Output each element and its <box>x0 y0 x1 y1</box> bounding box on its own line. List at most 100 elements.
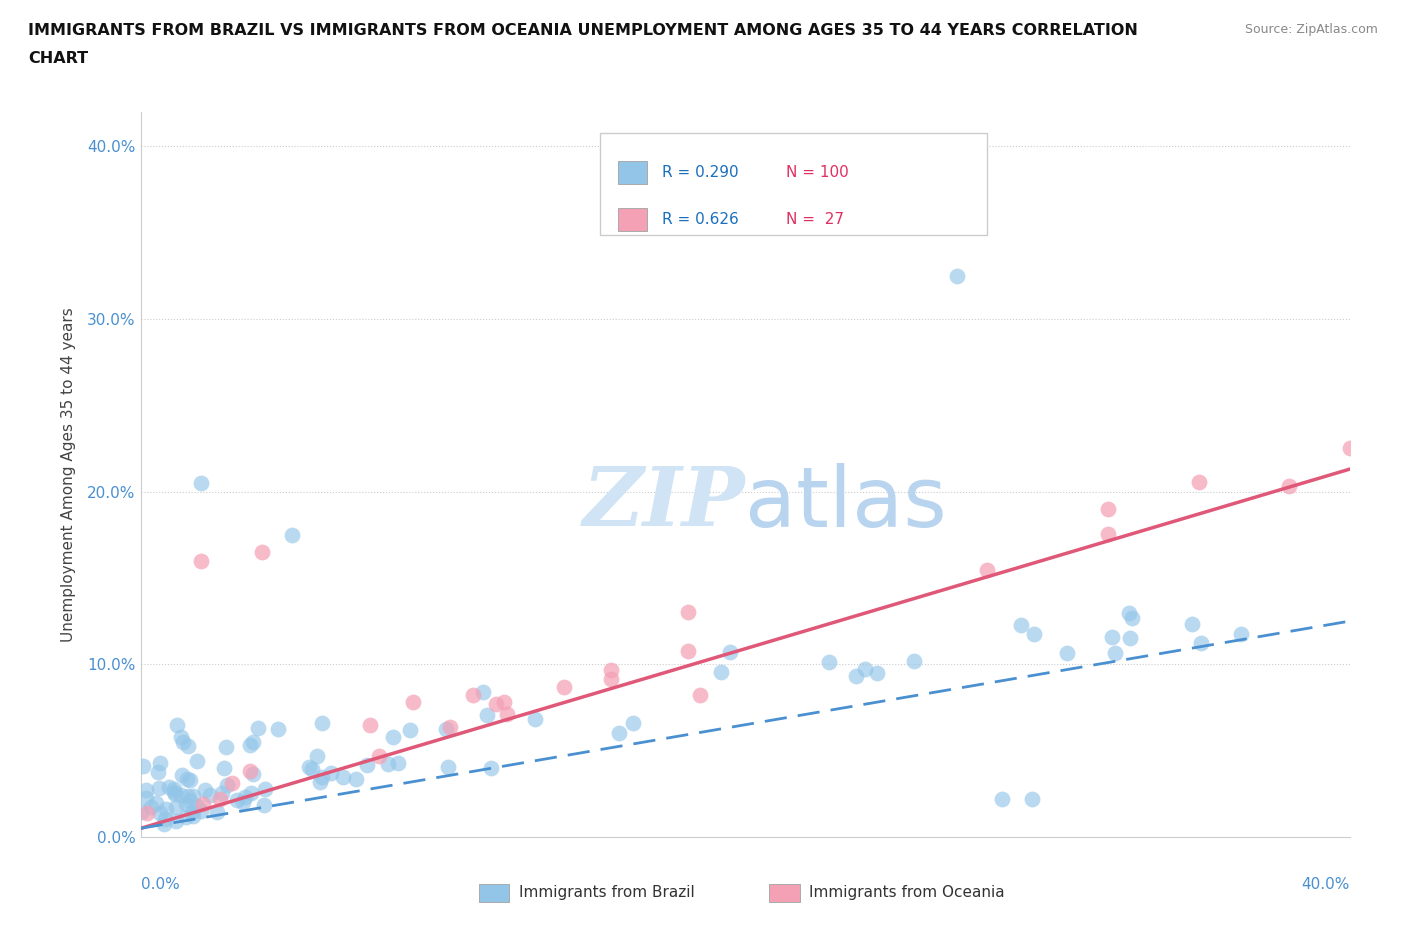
Point <box>166 717 188 732</box>
Point <box>153 811 176 826</box>
Point <box>1121 610 1143 625</box>
Point <box>239 737 262 752</box>
Text: R = 0.626: R = 0.626 <box>662 212 738 227</box>
Point <box>494 695 516 710</box>
Point <box>186 753 208 768</box>
Text: CHART: CHART <box>28 51 89 66</box>
Point <box>186 799 208 814</box>
Point <box>190 804 212 818</box>
Point <box>387 755 409 770</box>
Point <box>382 729 405 744</box>
Point <box>240 785 263 800</box>
Text: 0.0%: 0.0% <box>141 877 180 892</box>
Point <box>1278 479 1301 494</box>
Point <box>689 688 711 703</box>
Point <box>176 771 198 786</box>
Point <box>247 721 270 736</box>
Point <box>165 814 187 829</box>
Point <box>991 791 1014 806</box>
Point <box>281 527 304 542</box>
Point <box>319 765 342 780</box>
Point <box>179 794 201 809</box>
Point <box>623 716 645 731</box>
Point <box>600 663 623 678</box>
Point <box>162 781 184 796</box>
Point <box>1118 631 1140 645</box>
Point <box>356 758 378 773</box>
Point <box>903 653 925 668</box>
Point <box>215 777 238 792</box>
Point <box>377 756 399 771</box>
Point <box>135 805 157 820</box>
Point <box>434 722 457 737</box>
FancyBboxPatch shape <box>769 884 800 902</box>
Point <box>472 684 495 699</box>
Point <box>1104 645 1126 660</box>
Point <box>853 661 876 676</box>
Point <box>131 758 153 773</box>
Point <box>177 789 200 804</box>
Point <box>209 791 232 806</box>
Point <box>676 604 699 619</box>
Point <box>524 711 547 726</box>
Point <box>1021 791 1043 806</box>
Text: Immigrants from Oceania: Immigrants from Oceania <box>810 885 1005 900</box>
Point <box>495 707 517 722</box>
Point <box>1010 618 1032 632</box>
Point <box>398 723 420 737</box>
FancyBboxPatch shape <box>479 884 509 902</box>
Text: N =  27: N = 27 <box>786 212 844 227</box>
Point <box>976 563 998 578</box>
Point <box>198 788 221 803</box>
Point <box>600 671 623 686</box>
Point <box>215 740 238 755</box>
Point <box>165 799 187 814</box>
Point <box>1230 627 1253 642</box>
Point <box>194 782 217 797</box>
Point <box>177 738 200 753</box>
Point <box>225 792 247 807</box>
Point <box>149 805 172 820</box>
Point <box>607 726 630 741</box>
Point <box>242 766 264 781</box>
Point <box>174 810 197 825</box>
Point <box>163 787 186 802</box>
FancyBboxPatch shape <box>619 208 647 232</box>
Point <box>301 762 323 777</box>
Point <box>439 720 461 735</box>
Point <box>180 804 202 819</box>
Point <box>254 782 277 797</box>
Point <box>1189 635 1212 650</box>
Point <box>221 776 243 790</box>
Point <box>205 804 228 819</box>
Point <box>311 769 333 784</box>
Point <box>239 764 262 778</box>
Point <box>250 545 273 560</box>
Text: IMMIGRANTS FROM BRAZIL VS IMMIGRANTS FROM OCEANIA UNEMPLOYMENT AMONG AGES 35 TO : IMMIGRANTS FROM BRAZIL VS IMMIGRANTS FRO… <box>28 23 1137 38</box>
Point <box>145 796 167 811</box>
Point <box>866 666 889 681</box>
Point <box>678 644 700 658</box>
Point <box>308 775 330 790</box>
Point <box>332 769 354 784</box>
Point <box>141 799 163 814</box>
Point <box>1181 617 1204 631</box>
FancyBboxPatch shape <box>619 161 647 184</box>
Text: N = 100: N = 100 <box>786 165 849 180</box>
Point <box>344 772 367 787</box>
Point <box>1101 630 1123 644</box>
FancyBboxPatch shape <box>600 133 987 235</box>
Point <box>155 802 177 817</box>
Point <box>242 735 264 750</box>
Point <box>170 788 193 803</box>
Point <box>211 786 233 801</box>
Point <box>170 730 193 745</box>
Point <box>135 782 157 797</box>
Point <box>479 761 502 776</box>
Point <box>311 716 333 731</box>
Point <box>146 764 169 779</box>
Point <box>232 794 254 809</box>
Text: 40.0%: 40.0% <box>1302 877 1350 892</box>
Point <box>485 697 508 711</box>
Point <box>190 475 212 490</box>
